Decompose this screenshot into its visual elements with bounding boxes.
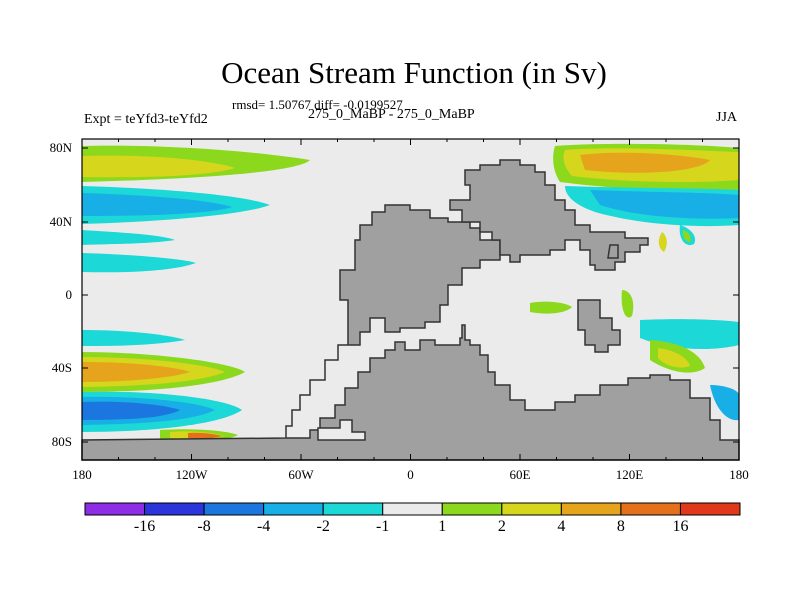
colorbar-swatch bbox=[620, 502, 681, 516]
colorbar-label: 8 bbox=[616, 518, 625, 535]
lat-tick-label: 0 bbox=[65, 287, 73, 302]
colorbar-label: 1 bbox=[438, 518, 447, 535]
colorbar-label: 4 bbox=[557, 518, 566, 535]
colorbar-swatch bbox=[441, 502, 503, 516]
stats-text: rmsd= 1.50767 diff= -0.0199527 bbox=[232, 97, 403, 112]
axis-ticks bbox=[81, 139, 740, 460]
contour-south-band-4 bbox=[82, 362, 190, 382]
lon-tick-label: 0 bbox=[407, 467, 414, 482]
colorbar-swatch bbox=[84, 502, 146, 516]
colorbar-swatch bbox=[144, 502, 205, 516]
colorbar-label: -8 bbox=[197, 518, 211, 535]
landmass-island-2 bbox=[577, 299, 621, 353]
plot-title: Ocean Stream Function (in Sv) bbox=[221, 55, 607, 90]
colorbar-label: -16 bbox=[133, 518, 156, 535]
colorbar-swatch bbox=[679, 502, 741, 516]
colorbar-label: 16 bbox=[672, 518, 689, 535]
lon-tick-label: 180 bbox=[729, 467, 749, 482]
stream-function-contours bbox=[82, 143, 739, 442]
landmass-americas bbox=[81, 204, 740, 461]
period-label: 275_0_MaBP - 275_0_MaBP bbox=[308, 107, 475, 122]
contour-north-band-5 bbox=[82, 230, 175, 245]
colorbar-label: 2 bbox=[497, 518, 506, 535]
colorbar-label: -1 bbox=[376, 518, 390, 535]
contour-north-band-4 bbox=[82, 193, 232, 216]
colorbar-swatch bbox=[560, 502, 622, 516]
antarctic-bay bbox=[317, 419, 366, 441]
colorbar-swatch bbox=[203, 502, 265, 516]
lon-tick-label: 60W bbox=[288, 467, 314, 482]
lat-tick-label: 80S bbox=[51, 434, 72, 449]
colorbar bbox=[84, 502, 741, 516]
landmass-island-1 bbox=[607, 244, 619, 259]
contour-equatorial-cell bbox=[530, 301, 572, 314]
lon-tick-label: 120E bbox=[615, 467, 644, 482]
experiment-label: Expt = teYfd3-teYfd2 bbox=[84, 112, 208, 127]
contour-se-band-3 bbox=[658, 348, 690, 368]
colorbar-label: -2 bbox=[316, 518, 330, 535]
contour-south-band-7 bbox=[82, 401, 180, 420]
contour-ne-band-5 bbox=[590, 190, 739, 219]
contour-ne-cell-2 bbox=[682, 230, 691, 242]
lon-tick-label: 180 bbox=[72, 467, 92, 482]
lat-tick-label: 40S bbox=[51, 360, 72, 375]
contour-east-cell bbox=[621, 290, 634, 318]
season-label: JJA bbox=[716, 110, 738, 125]
landmass-eurasia bbox=[449, 159, 649, 271]
contour-south-band-10 bbox=[188, 432, 222, 439]
lat-tick-label: 80N bbox=[49, 140, 72, 155]
colorbar-swatch bbox=[382, 502, 443, 516]
contour-tropic-band bbox=[82, 253, 196, 273]
continents bbox=[81, 159, 740, 461]
lat-tick-label: 40N bbox=[49, 214, 72, 229]
colorbar-label: -4 bbox=[256, 518, 271, 535]
colorbar-swatch bbox=[322, 502, 384, 516]
colorbar-swatch bbox=[263, 502, 324, 516]
lon-tick-label: 60E bbox=[509, 467, 531, 482]
contour-se-band-4 bbox=[710, 385, 739, 421]
colorbar-swatch bbox=[501, 502, 562, 516]
contour-ne-cell-3 bbox=[658, 232, 667, 252]
lon-tick-label: 120W bbox=[175, 467, 208, 482]
contour-se-band-1 bbox=[640, 319, 739, 350]
contour-ne-band-3 bbox=[580, 152, 710, 173]
contour-north-band-2 bbox=[82, 155, 235, 178]
contour-south-band-1 bbox=[82, 330, 185, 346]
